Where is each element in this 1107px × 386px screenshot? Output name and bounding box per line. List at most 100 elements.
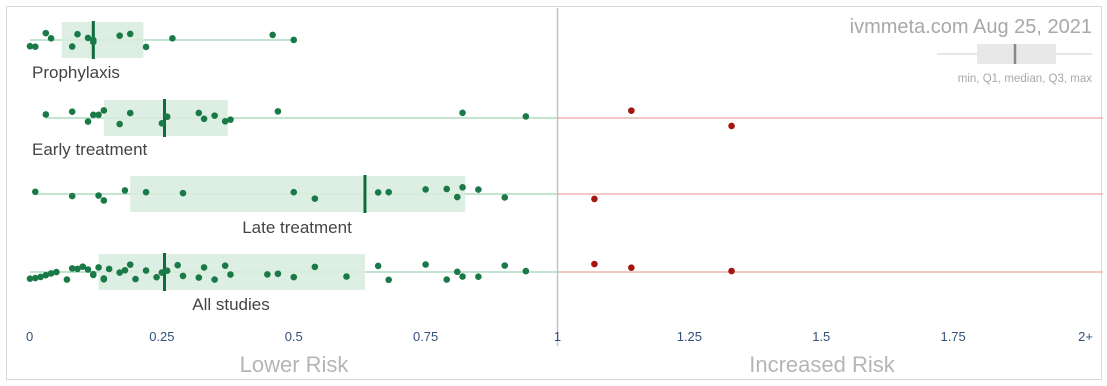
data-point [68, 192, 76, 200]
data-point [211, 112, 218, 119]
data-point [163, 267, 171, 275]
data-point [169, 35, 176, 42]
data-point [31, 43, 39, 51]
data-point [227, 116, 234, 123]
tick-label: 0.75 [413, 329, 438, 344]
data-point [221, 262, 229, 269]
data-point [100, 107, 108, 114]
data-point [116, 120, 123, 128]
legend: min, Q1, median, Q3, max [937, 44, 1092, 85]
data-point [385, 188, 393, 196]
watermark: ivmmeta.com Aug 25, 2021 [850, 16, 1092, 38]
data-point [163, 113, 171, 121]
data-point [47, 35, 55, 42]
data-point [501, 262, 509, 269]
data-point [728, 122, 735, 130]
data-point [126, 261, 134, 268]
row-early-treatment: Early treatment [32, 99, 1103, 159]
data-point [121, 266, 129, 274]
data-point [422, 186, 429, 193]
data-point [459, 273, 466, 280]
row-prophylaxis: Prophylaxis [26, 21, 298, 82]
data-point [343, 273, 350, 280]
data-point [522, 267, 530, 275]
data-point [68, 43, 76, 50]
legend-box [977, 44, 1056, 64]
row-label: All studies [192, 295, 269, 314]
data-point [290, 36, 298, 44]
data-point [42, 29, 50, 37]
data-point [142, 43, 150, 51]
tick-label: 1.25 [677, 329, 702, 344]
data-point [121, 187, 129, 194]
data-point [290, 273, 298, 281]
data-point [90, 38, 97, 46]
row-all-studies: All studies [26, 253, 1103, 314]
data-point [174, 261, 181, 269]
data-point [374, 262, 382, 270]
data-point [227, 271, 234, 278]
data-point [200, 264, 208, 271]
tick-label: 1 [554, 329, 561, 344]
data-point [311, 195, 319, 202]
data-point [31, 274, 39, 282]
data-point [90, 111, 97, 119]
data-point [628, 264, 635, 271]
x-label-increased-risk: Increased Risk [749, 352, 896, 377]
data-point [90, 271, 97, 279]
data-point [501, 194, 509, 201]
data-point [221, 118, 229, 125]
data-point [132, 275, 139, 283]
data-point [53, 268, 60, 276]
data-point [591, 260, 598, 268]
data-point [126, 109, 134, 117]
data-point [63, 276, 71, 283]
tick-label: 1.5 [812, 329, 830, 344]
data-point [274, 270, 282, 278]
data-point [42, 111, 50, 118]
data-point [95, 111, 102, 119]
tick-label: 0 [26, 329, 33, 344]
data-point [422, 261, 429, 268]
data-point [68, 108, 76, 115]
data-point [179, 272, 187, 280]
data-point [459, 109, 466, 117]
data-point [95, 192, 102, 199]
data-point [26, 275, 34, 282]
data-point [158, 269, 166, 276]
data-point [453, 193, 461, 201]
data-point [100, 197, 108, 204]
data-point [105, 265, 113, 273]
data-point [37, 273, 44, 281]
data-point [95, 264, 102, 271]
data-point [100, 276, 108, 283]
data-point [74, 265, 81, 273]
iqr-box [61, 22, 144, 58]
data-point [142, 267, 150, 274]
data-point [68, 265, 76, 272]
data-point [443, 185, 451, 193]
data-point [195, 274, 203, 281]
data-point [443, 276, 451, 283]
data-point [116, 32, 123, 39]
data-point [79, 263, 87, 270]
data-point [269, 31, 276, 39]
data-point [290, 188, 298, 196]
data-point [31, 188, 39, 196]
data-point [200, 115, 208, 123]
data-point [728, 267, 735, 275]
rows-layer: Prophylaxis Early treatment Late treatment… [26, 21, 1103, 314]
data-point [475, 273, 482, 280]
data-point [628, 107, 635, 114]
data-point [158, 120, 166, 127]
data-point [459, 184, 466, 191]
data-point [374, 189, 382, 196]
x-label-lower-risk: Lower Risk [240, 352, 350, 377]
tick-label: 0.25 [149, 329, 174, 344]
data-point [142, 188, 150, 196]
data-point [453, 268, 461, 276]
row-late-treatment: Late treatment [31, 175, 1103, 237]
row-label: Late treatment [242, 218, 352, 237]
tick-label: 2+ [1078, 329, 1093, 344]
